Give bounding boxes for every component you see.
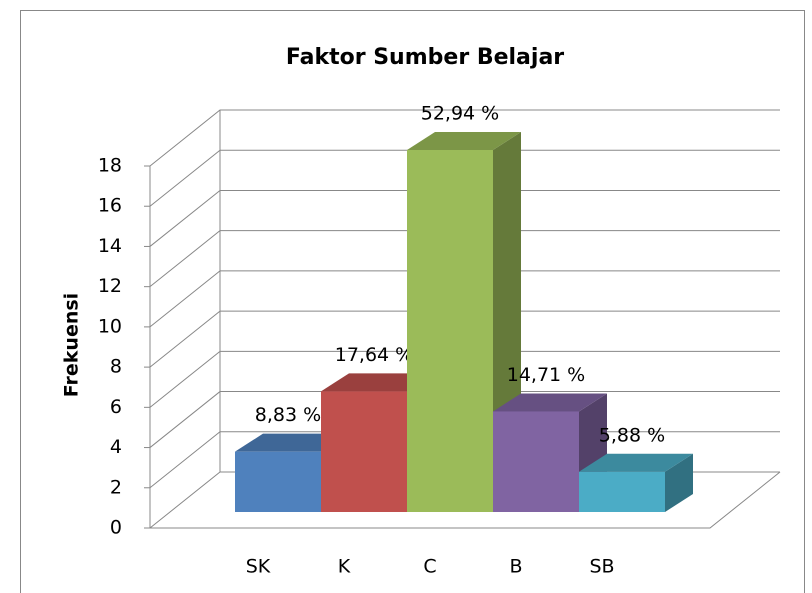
y-tick-label: 10 [98,315,122,337]
chart-title: Faktor Sumber Belajar [286,45,564,70]
x-tick-label: K [338,556,351,578]
bar-top [235,433,349,452]
grid-line [149,230,780,288]
grid-line [149,350,780,408]
y-tick-label: 0 [110,517,122,539]
grid-line [149,149,780,207]
floor [150,471,781,529]
bar-front [407,150,493,512]
bar-top [579,453,693,472]
x-tick-label: B [509,556,522,578]
y-tick-label: 16 [98,195,122,217]
y-tick-label: 4 [110,436,122,458]
x-tick-label: SB [589,556,614,578]
y-axis-label: Frekuensi [61,293,83,397]
data-label: 14,71 % [507,364,586,386]
x-tick-label: SK [246,556,271,578]
bar-front [321,391,407,512]
grid-line [149,310,780,368]
data-label: 5,88 % [599,424,665,446]
bar-top [321,373,435,392]
grid-line [149,109,780,167]
data-label: 52,94 % [421,103,500,125]
bar-front [579,471,665,512]
bar-front [235,451,321,512]
y-tick-label: 2 [110,476,122,498]
grid-line [149,189,780,247]
y-tick-label: 12 [98,275,122,297]
y-tick-label: 6 [110,396,122,418]
bar [579,453,693,512]
data-label: 8,83 % [255,404,321,426]
bar-side [665,453,693,512]
y-tick-label: 18 [98,155,122,177]
y-tick-label: 8 [110,356,122,378]
y-tick-label: 14 [98,235,122,257]
bar-top [407,132,521,150]
grid-line [149,391,780,448]
grid-line [149,270,780,328]
bar-top [493,393,607,412]
bar-front [493,411,579,512]
data-label: 17,64 % [335,344,414,366]
x-tick-label: C [423,556,436,578]
